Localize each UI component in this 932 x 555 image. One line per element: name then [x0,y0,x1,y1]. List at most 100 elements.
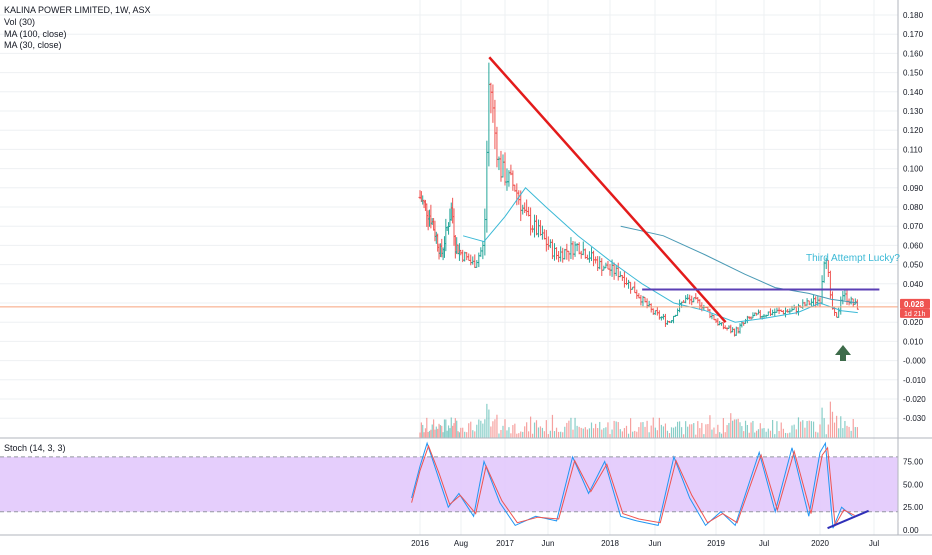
volume-bar-39 [478,419,480,438]
volume-bar-168 [737,418,739,438]
study-ma30-label[interactable]: MA (30, close) [4,40,62,50]
volume-bar-165 [732,420,734,438]
volume-bar-90 [580,427,582,438]
study-ma100-label[interactable]: MA (100, close) [4,29,67,39]
volume-bar-38 [476,424,478,438]
volume-bar-78 [555,427,558,438]
volume-bar-23 [450,417,452,438]
moving-averages [0,187,898,323]
volume-bar-56 [512,425,514,438]
volume-bar-0 [419,432,421,438]
volume-bar-41 [482,423,484,438]
stoch-label[interactable]: Stoch (14, 3, 3) [4,443,66,453]
volume-bar-177 [754,432,756,438]
time-tick-label-2: 2017 [496,539,514,548]
volume-bar-54 [508,427,510,438]
volume-bar-196 [793,424,795,438]
volume-bar-99 [599,421,601,438]
volume-bar-221 [846,425,848,438]
volume-bar-87 [574,417,576,438]
volume-bar-14 [438,423,440,438]
volume-bar-62 [524,426,526,438]
volume-bar-182 [763,428,765,438]
volume-bar-68 [535,420,538,438]
volume-bar-2 [422,424,424,438]
volume-bar-7 [428,430,431,438]
price-tick-label-16: 0.020 [903,318,924,327]
price-badge-countdown-bg [900,308,930,318]
volume-bar-224 [852,419,854,438]
price-tick-label-12: 0.060 [903,241,924,250]
volume-bar-208 [819,424,821,438]
annotation-text[interactable]: Third Attempt Lucky? [806,253,900,264]
time-tick-label-7: Jul [759,539,769,548]
volume-bar-4 [424,428,427,438]
volume-bar-59 [518,433,520,438]
price-tick-label-8: 0.100 [903,165,924,174]
volume-bar-121 [644,426,646,438]
volume-bar-122 [646,420,648,438]
volume-bar-207 [817,432,819,438]
volume-bar-172 [744,420,747,438]
price-tick-label-5: 0.130 [903,107,924,116]
drawings[interactable] [488,56,880,361]
volume-bar-15 [439,425,441,438]
volume-bar-220 [844,420,846,438]
stoch-tick-label-2: 25.00 [903,503,924,512]
chart-title[interactable]: KALINA POWER LIMITED, 1W, ASX [4,5,151,15]
volume-bar-183 [765,431,767,438]
volume-bar-19 [445,419,447,438]
volume-bar-115 [632,431,634,438]
price-tick-label-3: 0.150 [903,69,924,78]
price-tick-label-11: 0.070 [903,222,924,231]
volume-bar-44 [488,409,490,438]
time-tick-label-3: Jun [542,539,555,548]
volume-bar-175 [750,422,752,438]
volume-bar-46 [492,421,494,438]
volume-bar-91 [582,428,584,438]
volume-bar-199 [800,421,802,438]
volume-bar-160 [722,418,724,438]
study-vol-label[interactable]: Vol (30) [4,17,36,27]
price-tick-label-0: 0.180 [903,11,924,20]
volume-bar-150 [703,434,705,438]
volume-bar-191 [782,428,784,438]
price-tick-label-13: 0.050 [903,261,924,270]
volume-bar-67 [533,422,536,438]
volume-bar-45 [490,426,492,438]
volume-bar-127 [656,430,658,438]
volume-bar-138 [678,421,681,438]
volume-bar-176 [752,420,754,438]
volume-bar-102 [605,427,607,438]
volume-bar-185 [769,430,772,438]
stoch-line-d [411,444,855,528]
price-tick-label-18: -0.000 [903,357,926,366]
volume-bar-109 [619,429,621,438]
volume-bar-92 [584,427,586,438]
volume-bar-26 [454,418,456,438]
price-badge-countdown: 1d 21h [904,311,926,318]
volume-bar-147 [697,421,699,438]
volume-bar-153 [709,415,711,438]
volume-bar-125 [652,417,654,438]
time-tick-label-4: 2018 [601,539,619,548]
volume-bar-117 [636,431,638,438]
stoch-tick-label-1: 50.00 [903,480,924,489]
volume-bar-107 [615,421,617,438]
volume-bar-166 [733,419,736,438]
volume-bar-6 [427,431,429,438]
volume-bar-97 [595,423,597,438]
volume-bar-114 [630,418,632,438]
price-tick-label-14: 0.040 [903,280,924,289]
price-tick-label-6: 0.120 [903,126,924,135]
volume-bar-43 [486,403,488,438]
volume-bar-133 [668,433,671,438]
volume-bar-225 [854,427,856,438]
volume-bar-170 [741,426,743,438]
volume-bar-96 [592,428,595,438]
volume-bar-71 [541,427,544,438]
volume-bar-209 [821,407,823,438]
up-arrow-icon [835,345,851,361]
